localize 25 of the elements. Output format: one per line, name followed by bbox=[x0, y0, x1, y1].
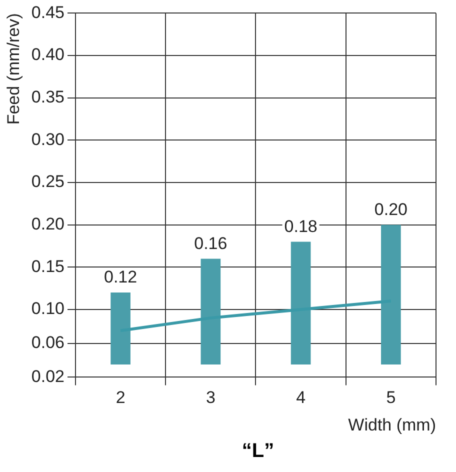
y-tick-label: 0.35 bbox=[31, 88, 64, 107]
x-axis-title: Width (mm) bbox=[348, 415, 436, 434]
y-tick-label: 0.30 bbox=[31, 130, 64, 149]
y-tick-label: 0.10 bbox=[31, 299, 64, 318]
y-axis-title: Feed (mm/rev) bbox=[4, 13, 23, 125]
y-tick-label: 0.45 bbox=[31, 2, 64, 22]
y-tick-label: 0.20 bbox=[31, 214, 64, 234]
bar bbox=[200, 258, 221, 365]
x-tick-label: 2 bbox=[116, 388, 126, 408]
text: “L” bbox=[240, 440, 276, 463]
data-label: 0.18 bbox=[284, 216, 318, 236]
data-label: 0.16 bbox=[194, 234, 228, 253]
bar bbox=[381, 224, 401, 365]
data-label: 0.12 bbox=[104, 268, 138, 287]
x-tick-label: 3 bbox=[206, 388, 216, 408]
y-tick-label: 0.06 bbox=[31, 333, 64, 352]
y-tick-label: 0.15 bbox=[31, 256, 64, 276]
x-tick-label: 4 bbox=[296, 388, 306, 408]
bar bbox=[110, 292, 130, 365]
x-tick-label: 5 bbox=[386, 388, 396, 408]
y-tick-label: 0.40 bbox=[31, 45, 64, 64]
data-label: 0.20 bbox=[374, 200, 408, 220]
y-tick-label: 0.25 bbox=[31, 172, 64, 192]
y-tick-label: 0.02 bbox=[31, 366, 64, 386]
bar bbox=[290, 242, 311, 365]
